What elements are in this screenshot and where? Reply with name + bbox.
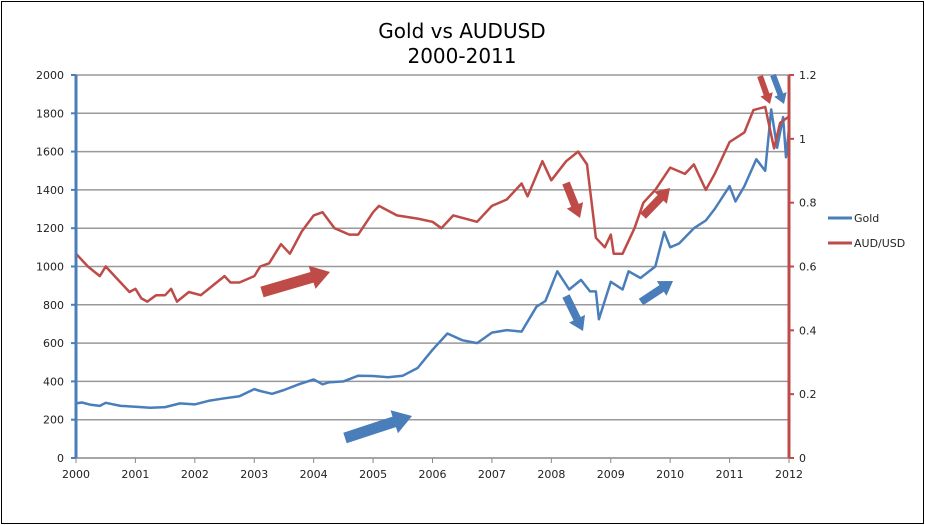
x-tick-label: 2005 [359, 468, 387, 481]
x-tick-label: 2006 [419, 468, 447, 481]
left-tick-label: 1400 [36, 184, 64, 197]
left-tick-label: 400 [43, 375, 64, 388]
blue-arrow-icon [638, 281, 673, 306]
blue-arrow-icon [562, 294, 585, 331]
left-tick-label: 600 [43, 337, 64, 350]
x-tick-label: 2003 [240, 468, 268, 481]
red-arrow-icon [562, 181, 584, 218]
x-tick-label: 2011 [716, 468, 744, 481]
red-arrow-icon [640, 188, 670, 219]
right-tick-label: 0.4 [799, 324, 817, 337]
chart-subtitle: 2000-2011 [407, 44, 516, 68]
right-tick-label: 1 [799, 133, 806, 146]
left-tick-label: 1000 [36, 261, 64, 274]
right-tick-label: 0.8 [799, 197, 817, 210]
series-line-audusd [75, 105, 790, 303]
x-tick-label: 2001 [121, 468, 149, 481]
blue-arrow-icon [770, 73, 787, 104]
red-arrow-icon [260, 265, 330, 298]
left-tick-label: 1600 [36, 146, 64, 159]
legend-label: AUD/USD [854, 237, 905, 250]
series-line-gold [75, 108, 791, 410]
legend-label: Gold [854, 212, 879, 225]
right-tick-label: 0.2 [799, 388, 817, 401]
x-tick-label: 2004 [300, 468, 328, 481]
red-arrow-icon [757, 75, 773, 104]
x-tick-label: 2012 [775, 468, 803, 481]
left-tick-label: 1800 [36, 107, 64, 120]
right-tick-label: 0 [799, 452, 806, 465]
left-tick-label: 200 [43, 414, 64, 427]
x-tick-label: 2008 [537, 468, 565, 481]
right-tick-label: 1.2 [799, 69, 817, 82]
x-tick-label: 2009 [597, 468, 625, 481]
right-tick-label: 0.6 [799, 261, 817, 274]
x-tick-label: 2007 [478, 468, 506, 481]
x-tick-label: 2010 [656, 468, 684, 481]
left-tick-label: 2000 [36, 69, 64, 82]
left-tick-label: 1200 [36, 222, 64, 235]
left-tick-label: 0 [57, 452, 64, 465]
blue-arrow-icon [343, 410, 412, 444]
left-tick-label: 800 [43, 299, 64, 312]
x-tick-label: 2002 [181, 468, 209, 481]
chart-title: Gold vs AUDUSD [378, 19, 545, 43]
x-tick-label: 2000 [62, 468, 90, 481]
